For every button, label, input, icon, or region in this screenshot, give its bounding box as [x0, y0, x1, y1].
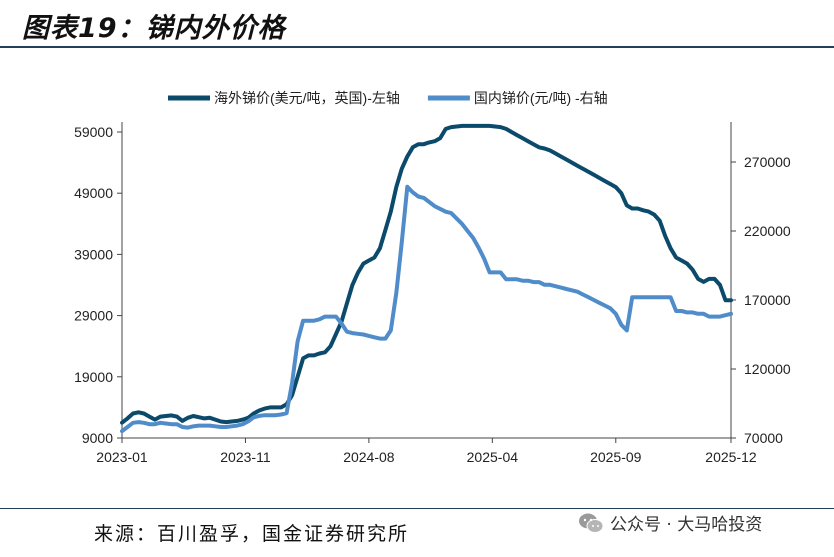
top-divider: [0, 46, 834, 48]
domestic-price-line: [120, 184, 733, 434]
plot-area: [120, 123, 733, 434]
x-tick-label: 2025-12: [705, 449, 757, 465]
right-tick-label: 120000: [744, 361, 791, 377]
left-tick-label: 39000: [74, 246, 113, 262]
x-tick-label: 2023-11: [220, 449, 271, 465]
left-tick-label: 59000: [74, 124, 113, 140]
left-tick-label: 29000: [74, 308, 113, 324]
legend: 海外锑价(美元/吨，英国)-左轴 国内锑价(元/吨) -右轴: [168, 90, 608, 106]
overseas-price-line: [120, 123, 733, 425]
source-note: 来源：百川盈孚，国金证券研究所: [94, 523, 410, 545]
x-tick-label: 2025-04: [467, 449, 519, 465]
wechat-icon: [579, 513, 604, 533]
right-tick-label: 170000: [744, 292, 791, 308]
bottom-divider: [0, 508, 834, 509]
watermark: 公众号 · 大马哈投资: [578, 510, 762, 535]
chart: 海外锑价(美元/吨，英国)-左轴 国内锑价(元/吨) -右轴 59000 49000…: [74, 90, 791, 465]
watermark-text: 公众号 · 大马哈投资: [610, 515, 763, 535]
left-tick-label: 49000: [74, 185, 113, 201]
x-tick-label: 2024-08: [343, 449, 395, 465]
left-tick-label: 9000: [82, 430, 113, 446]
left-tick-label: 19000: [74, 369, 113, 385]
x-tick-label: 2025-09: [590, 449, 642, 465]
legend-label-overseas: 海外锑价(美元/吨，英国)-左轴: [214, 90, 400, 106]
right-tick-label: 70000: [744, 430, 783, 446]
axes: 59000 49000 39000 29000 19000 9000 270000 22000…: [74, 122, 791, 465]
legend-label-domestic: 国内锑价(元/吨) -右轴: [474, 90, 608, 106]
right-tick-label: 270000: [744, 154, 791, 170]
x-tick-label: 2023-01: [96, 449, 148, 465]
page-title: 图表19：锑内外价格: [22, 13, 286, 44]
right-tick-label: 220000: [744, 223, 791, 239]
